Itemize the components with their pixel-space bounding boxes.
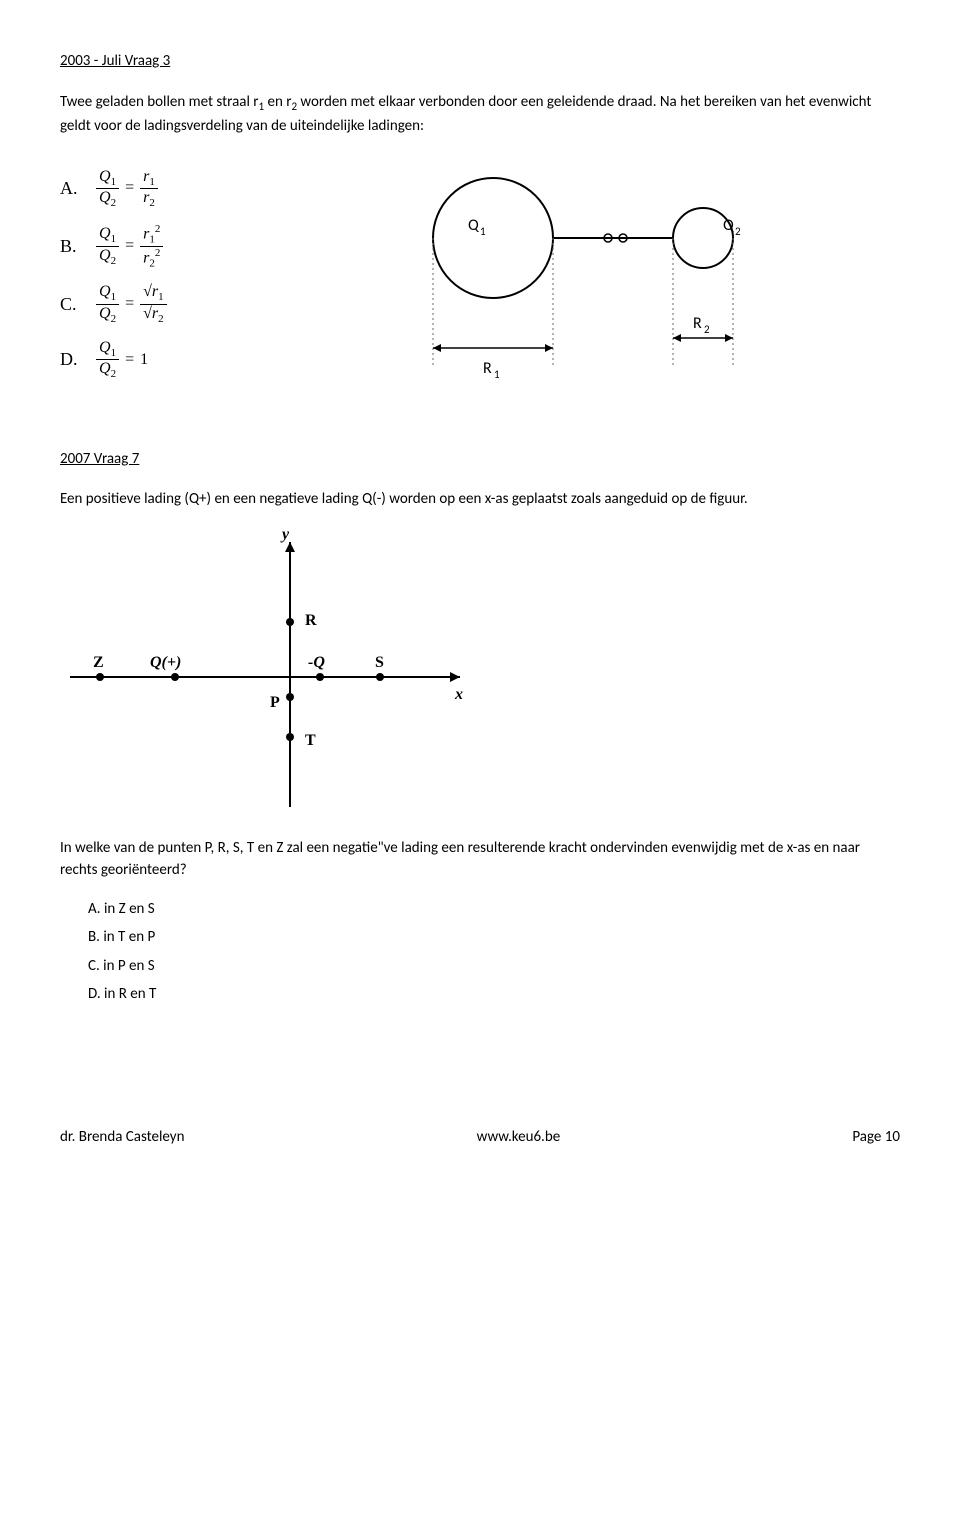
q2-option-a: A. in Z en S [88, 898, 900, 921]
svg-text:S: S [375, 654, 384, 671]
q1-option-c: C. Q1 Q2 = √r1 √r2 [60, 283, 260, 325]
svg-text:Q(+): Q(+) [150, 654, 181, 671]
svg-text:R: R [305, 612, 317, 629]
q1-heading: 2003 - Juli Vraag 3 [60, 50, 900, 73]
q2-options: A. in Z en S B. in T en P C. in P en S D… [88, 898, 900, 1006]
q2-intro: Een positieve lading (Q+) en een negatie… [60, 488, 900, 511]
q1-options: A. Q1 Q2 = r1 r2 B. Q1 Q2 = r12 r22 [60, 168, 260, 395]
svg-text:2: 2 [704, 323, 710, 336]
q2-question: In welke van de punten P, R, S, T en Z z… [60, 837, 900, 882]
q2-option-b: B. in T en P [88, 926, 900, 949]
page-footer: dr. Brenda Casteleyn www.keu6.be Page 10 [60, 1126, 900, 1149]
svg-text:T: T [305, 732, 316, 749]
svg-text:R: R [483, 359, 492, 378]
footer-page: Page 10 [852, 1126, 900, 1149]
svg-text:P: P [270, 694, 280, 711]
svg-text:Z: Z [93, 654, 104, 671]
q1-intro: Twee geladen bollen met straal r1 en r2 … [60, 91, 900, 138]
footer-author: dr. Brenda Casteleyn [60, 1126, 184, 1149]
q1-option-b: B. Q1 Q2 = r12 r22 [60, 223, 260, 269]
q1-option-a: A. Q1 Q2 = r1 r2 [60, 168, 260, 210]
svg-text:x: x [454, 686, 463, 703]
q2-option-d: D. in R en T [88, 983, 900, 1006]
svg-text:Q: Q [723, 216, 735, 235]
q2-diagram: y x Z Q(+) -Q S R P T [60, 527, 900, 817]
svg-text:1: 1 [480, 225, 486, 238]
svg-text:Q: Q [468, 216, 480, 235]
footer-url: www.keu6.be [477, 1126, 561, 1149]
svg-text:R: R [693, 314, 702, 333]
q2-heading: 2007 Vraag 7 [60, 448, 900, 471]
q1-diagram: Q 1 Q 2 R 1 R 2 [383, 168, 763, 408]
svg-text:1: 1 [494, 368, 500, 381]
svg-text:2: 2 [735, 225, 741, 238]
svg-text:-Q: -Q [308, 654, 325, 671]
svg-text:y: y [280, 527, 290, 543]
q1-option-d: D. Q1 Q2 = 1 [60, 339, 260, 381]
q2-option-c: C. in P en S [88, 955, 900, 978]
